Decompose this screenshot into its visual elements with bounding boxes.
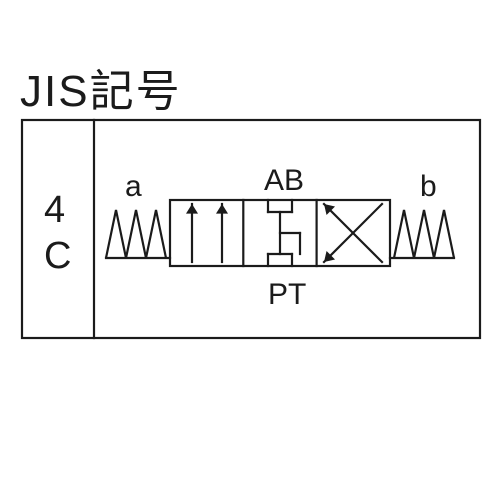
- id-line1: 4: [44, 189, 65, 231]
- label-b: b: [420, 170, 437, 203]
- outer-frame: [22, 120, 480, 338]
- label-a: a: [125, 170, 142, 203]
- label-AB: AB: [264, 164, 304, 197]
- valve-symbol-diagram: 4Ca b AB PT: [0, 0, 500, 500]
- spring-left-icon: [106, 210, 166, 258]
- label-PT: PT: [268, 278, 306, 311]
- spring-right-icon: [394, 210, 454, 258]
- id-line2: C: [44, 235, 71, 277]
